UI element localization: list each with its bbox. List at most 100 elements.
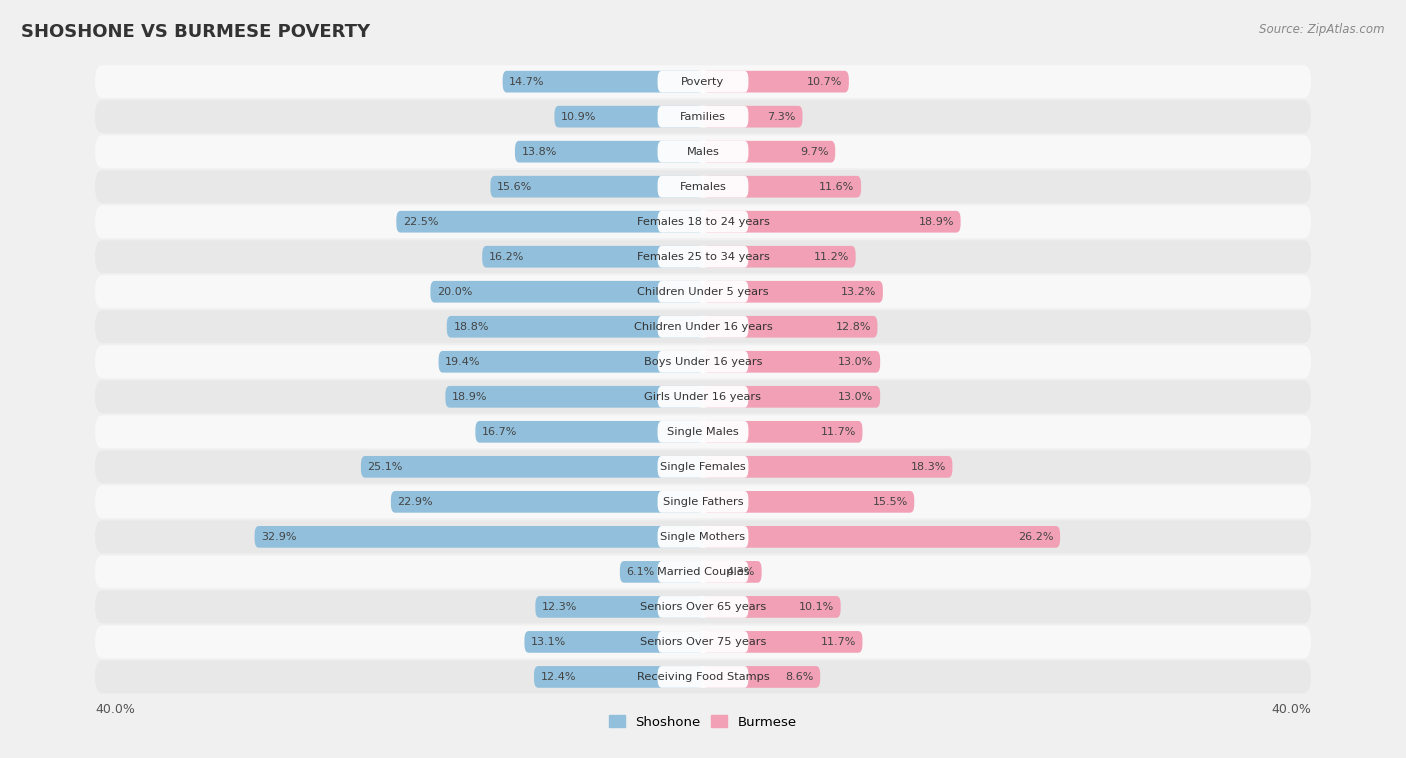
Text: 16.7%: 16.7%	[482, 427, 517, 437]
FancyBboxPatch shape	[658, 526, 748, 548]
FancyBboxPatch shape	[96, 450, 1310, 484]
Text: Females 18 to 24 years: Females 18 to 24 years	[637, 217, 769, 227]
FancyBboxPatch shape	[658, 561, 748, 583]
Text: 12.8%: 12.8%	[835, 321, 870, 332]
FancyBboxPatch shape	[446, 386, 703, 408]
Text: 13.2%: 13.2%	[841, 287, 876, 296]
Text: Receiving Food Stamps: Receiving Food Stamps	[637, 672, 769, 682]
FancyBboxPatch shape	[658, 211, 748, 233]
Text: 13.0%: 13.0%	[838, 357, 873, 367]
FancyBboxPatch shape	[534, 666, 703, 688]
FancyBboxPatch shape	[254, 526, 703, 548]
Text: 26.2%: 26.2%	[1018, 532, 1053, 542]
Text: Families: Families	[681, 111, 725, 122]
FancyBboxPatch shape	[703, 491, 914, 512]
Text: 11.7%: 11.7%	[821, 637, 856, 647]
Text: Source: ZipAtlas.com: Source: ZipAtlas.com	[1260, 23, 1385, 36]
Text: Single Males: Single Males	[666, 427, 740, 437]
FancyBboxPatch shape	[703, 421, 862, 443]
Text: Married Couples: Married Couples	[657, 567, 749, 577]
FancyBboxPatch shape	[439, 351, 703, 373]
FancyBboxPatch shape	[96, 275, 1310, 309]
FancyBboxPatch shape	[447, 316, 703, 337]
Text: Males: Males	[686, 147, 720, 157]
FancyBboxPatch shape	[658, 631, 748, 653]
Text: 15.5%: 15.5%	[872, 496, 908, 507]
FancyBboxPatch shape	[658, 596, 748, 618]
FancyBboxPatch shape	[524, 631, 703, 653]
Text: Children Under 16 years: Children Under 16 years	[634, 321, 772, 332]
FancyBboxPatch shape	[430, 281, 703, 302]
Text: 4.3%: 4.3%	[727, 567, 755, 577]
Text: 12.3%: 12.3%	[541, 602, 578, 612]
FancyBboxPatch shape	[658, 491, 748, 512]
FancyBboxPatch shape	[658, 106, 748, 127]
Text: 20.0%: 20.0%	[437, 287, 472, 296]
FancyBboxPatch shape	[96, 171, 1310, 203]
FancyBboxPatch shape	[658, 176, 748, 198]
Text: 11.7%: 11.7%	[821, 427, 856, 437]
FancyBboxPatch shape	[703, 456, 952, 478]
Text: 18.3%: 18.3%	[911, 462, 946, 471]
FancyBboxPatch shape	[703, 351, 880, 373]
Text: 18.8%: 18.8%	[453, 321, 489, 332]
Text: 15.6%: 15.6%	[496, 182, 533, 192]
Text: 9.7%: 9.7%	[800, 147, 828, 157]
FancyBboxPatch shape	[96, 556, 1310, 588]
Text: Girls Under 16 years: Girls Under 16 years	[644, 392, 762, 402]
FancyBboxPatch shape	[703, 106, 803, 127]
FancyBboxPatch shape	[96, 521, 1310, 553]
FancyBboxPatch shape	[703, 281, 883, 302]
FancyBboxPatch shape	[96, 381, 1310, 413]
Text: 22.9%: 22.9%	[398, 496, 433, 507]
FancyBboxPatch shape	[703, 666, 820, 688]
Text: 19.4%: 19.4%	[446, 357, 481, 367]
FancyBboxPatch shape	[96, 310, 1310, 343]
FancyBboxPatch shape	[658, 666, 748, 688]
FancyBboxPatch shape	[491, 176, 703, 198]
Text: Seniors Over 75 years: Seniors Over 75 years	[640, 637, 766, 647]
FancyBboxPatch shape	[396, 211, 703, 233]
Text: Single Mothers: Single Mothers	[661, 532, 745, 542]
Text: 40.0%: 40.0%	[1271, 703, 1310, 716]
Text: 10.1%: 10.1%	[799, 602, 834, 612]
Text: 13.0%: 13.0%	[838, 392, 873, 402]
FancyBboxPatch shape	[658, 316, 748, 337]
FancyBboxPatch shape	[391, 491, 703, 512]
Text: 22.5%: 22.5%	[404, 217, 439, 227]
FancyBboxPatch shape	[536, 596, 703, 618]
Text: 11.6%: 11.6%	[820, 182, 855, 192]
Text: SHOSHONE VS BURMESE POVERTY: SHOSHONE VS BURMESE POVERTY	[21, 23, 370, 41]
FancyBboxPatch shape	[703, 70, 849, 92]
Text: 25.1%: 25.1%	[367, 462, 404, 471]
Text: 7.3%: 7.3%	[768, 111, 796, 122]
FancyBboxPatch shape	[475, 421, 703, 443]
FancyBboxPatch shape	[703, 316, 877, 337]
FancyBboxPatch shape	[554, 106, 703, 127]
FancyBboxPatch shape	[96, 346, 1310, 378]
FancyBboxPatch shape	[96, 660, 1310, 694]
FancyBboxPatch shape	[620, 561, 703, 583]
Legend: Shoshone, Burmese: Shoshone, Burmese	[603, 709, 803, 734]
FancyBboxPatch shape	[96, 100, 1310, 133]
Text: Females 25 to 34 years: Females 25 to 34 years	[637, 252, 769, 262]
FancyBboxPatch shape	[703, 631, 862, 653]
Text: Seniors Over 65 years: Seniors Over 65 years	[640, 602, 766, 612]
Text: 13.1%: 13.1%	[531, 637, 567, 647]
Text: 12.4%: 12.4%	[540, 672, 576, 682]
Text: 8.6%: 8.6%	[785, 672, 814, 682]
FancyBboxPatch shape	[96, 485, 1310, 518]
Text: Single Fathers: Single Fathers	[662, 496, 744, 507]
FancyBboxPatch shape	[658, 351, 748, 373]
FancyBboxPatch shape	[482, 246, 703, 268]
FancyBboxPatch shape	[96, 415, 1310, 448]
FancyBboxPatch shape	[703, 596, 841, 618]
FancyBboxPatch shape	[703, 386, 880, 408]
FancyBboxPatch shape	[96, 590, 1310, 623]
FancyBboxPatch shape	[658, 456, 748, 478]
Text: 32.9%: 32.9%	[262, 532, 297, 542]
FancyBboxPatch shape	[703, 526, 1060, 548]
Text: 18.9%: 18.9%	[451, 392, 488, 402]
FancyBboxPatch shape	[96, 135, 1310, 168]
FancyBboxPatch shape	[703, 176, 860, 198]
